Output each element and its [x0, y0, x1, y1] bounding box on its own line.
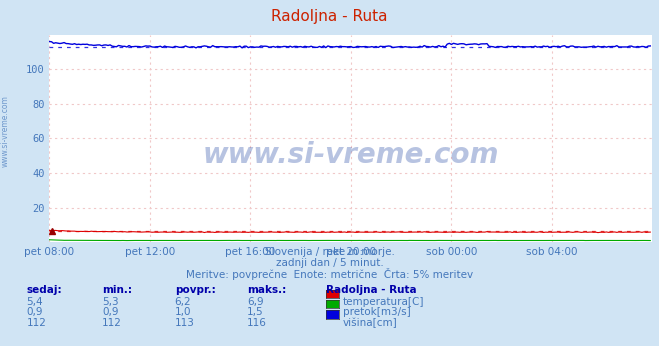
Text: 1,0: 1,0: [175, 307, 191, 317]
Text: Radoljna - Ruta: Radoljna - Ruta: [326, 285, 417, 295]
Text: 112: 112: [102, 318, 122, 328]
Text: www.si-vreme.com: www.si-vreme.com: [203, 141, 499, 169]
Text: višina[cm]: višina[cm]: [343, 318, 397, 328]
Text: min.:: min.:: [102, 285, 132, 295]
Text: maks.:: maks.:: [247, 285, 287, 295]
Text: Meritve: povprečne  Enote: metrične  Črta: 5% meritev: Meritve: povprečne Enote: metrične Črta:…: [186, 268, 473, 280]
Text: Radoljna - Ruta: Radoljna - Ruta: [272, 9, 387, 24]
Text: 6,2: 6,2: [175, 297, 191, 307]
Text: zadnji dan / 5 minut.: zadnji dan / 5 minut.: [275, 258, 384, 268]
Text: sedaj:: sedaj:: [26, 285, 62, 295]
Text: 5,3: 5,3: [102, 297, 119, 307]
Text: povpr.:: povpr.:: [175, 285, 215, 295]
Text: 1,5: 1,5: [247, 307, 264, 317]
Text: 0,9: 0,9: [26, 307, 43, 317]
Text: www.si-vreme.com: www.si-vreme.com: [1, 95, 10, 167]
Text: pretok[m3/s]: pretok[m3/s]: [343, 307, 411, 317]
Text: 116: 116: [247, 318, 267, 328]
Text: 113: 113: [175, 318, 194, 328]
Text: Slovenija / reke in morje.: Slovenija / reke in morje.: [264, 247, 395, 257]
Text: temperatura[C]: temperatura[C]: [343, 297, 424, 307]
Text: 0,9: 0,9: [102, 307, 119, 317]
Text: 6,9: 6,9: [247, 297, 264, 307]
Text: 112: 112: [26, 318, 46, 328]
Text: 5,4: 5,4: [26, 297, 43, 307]
